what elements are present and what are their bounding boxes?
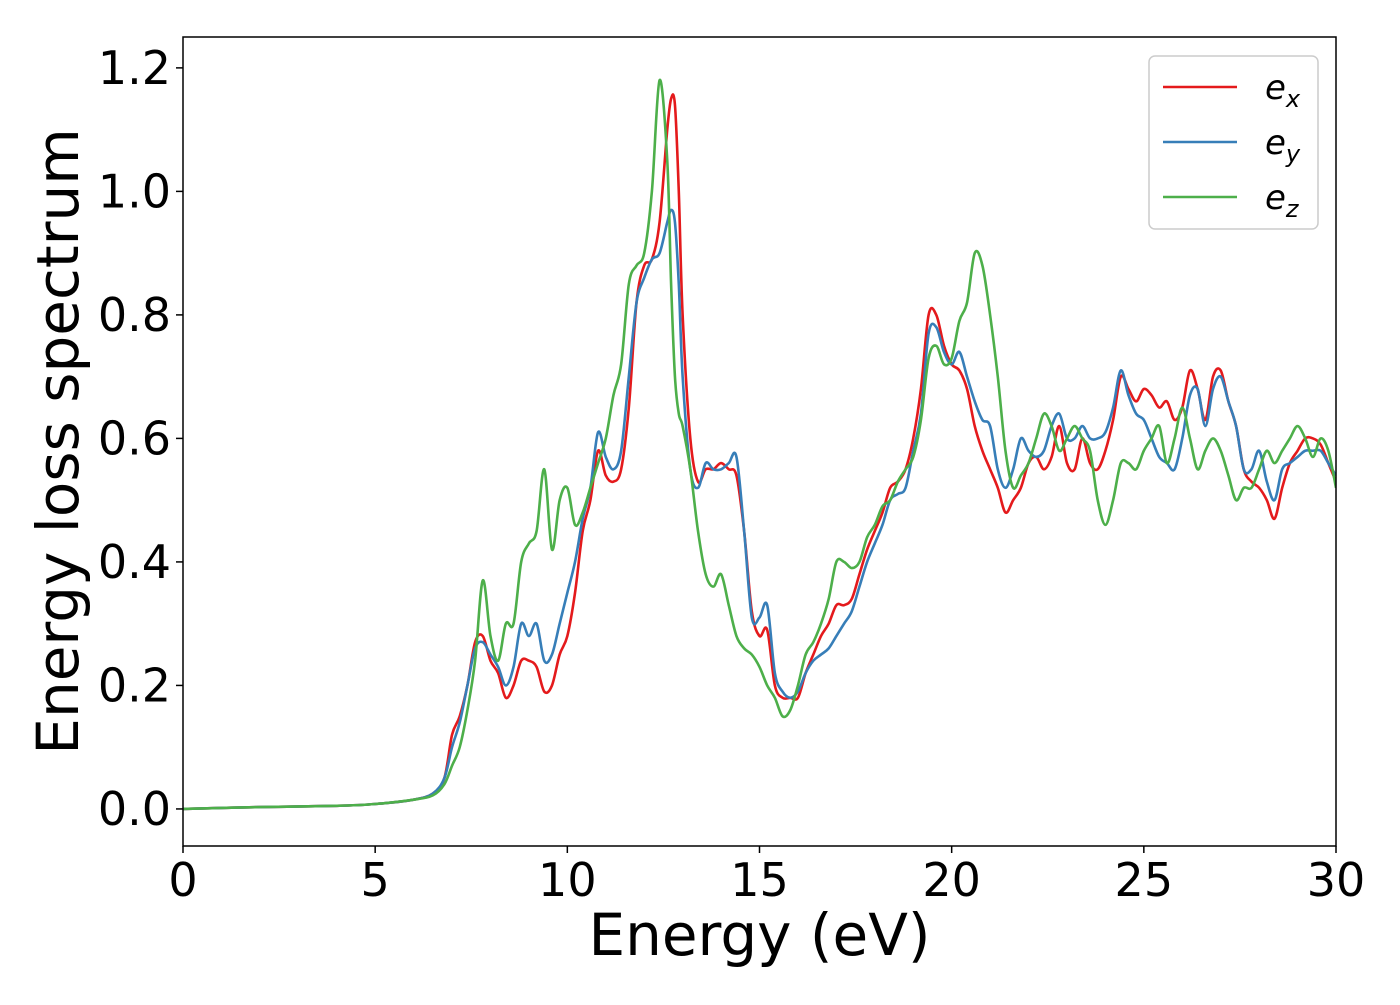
x-axis-title: Energy (eV) — [588, 901, 930, 969]
y-tick-label: 1.0 — [98, 164, 171, 218]
series-line-x — [183, 93, 1336, 811]
series-line-z — [183, 78, 1336, 811]
y-tick-label: 0.8 — [98, 288, 171, 342]
legend-label-z: ez — [1265, 178, 1300, 223]
x-axis-ticks: 0 5 10 15 20 25 30 — [168, 846, 1365, 907]
legend: ex ey ez — [1148, 55, 1319, 230]
x-tick-label: 5 — [361, 853, 390, 907]
y-tick-label: 0.0 — [98, 782, 171, 836]
x-tick-label: 25 — [1115, 853, 1174, 907]
series-line-y — [183, 208, 1336, 811]
y-axis-title: Energy loss spectrum — [24, 128, 92, 754]
series-layer — [183, 78, 1336, 811]
y-tick-label: 1.2 — [98, 41, 171, 95]
x-tick-label: 30 — [1307, 853, 1366, 907]
y-tick-label: 0.4 — [98, 535, 171, 589]
legend-label-x: ex — [1265, 68, 1301, 113]
x-tick-label: 20 — [922, 853, 981, 907]
y-tick-label: 0.2 — [98, 658, 171, 712]
legend-label-y: ey — [1265, 123, 1301, 168]
y-tick-label: 0.6 — [98, 411, 171, 465]
y-axis-ticks: 0.0 0.2 0.4 0.6 0.8 1.0 1.2 — [98, 41, 183, 836]
x-tick-label: 0 — [168, 853, 197, 907]
x-tick-label: 15 — [730, 853, 789, 907]
x-tick-label: 10 — [538, 853, 597, 907]
